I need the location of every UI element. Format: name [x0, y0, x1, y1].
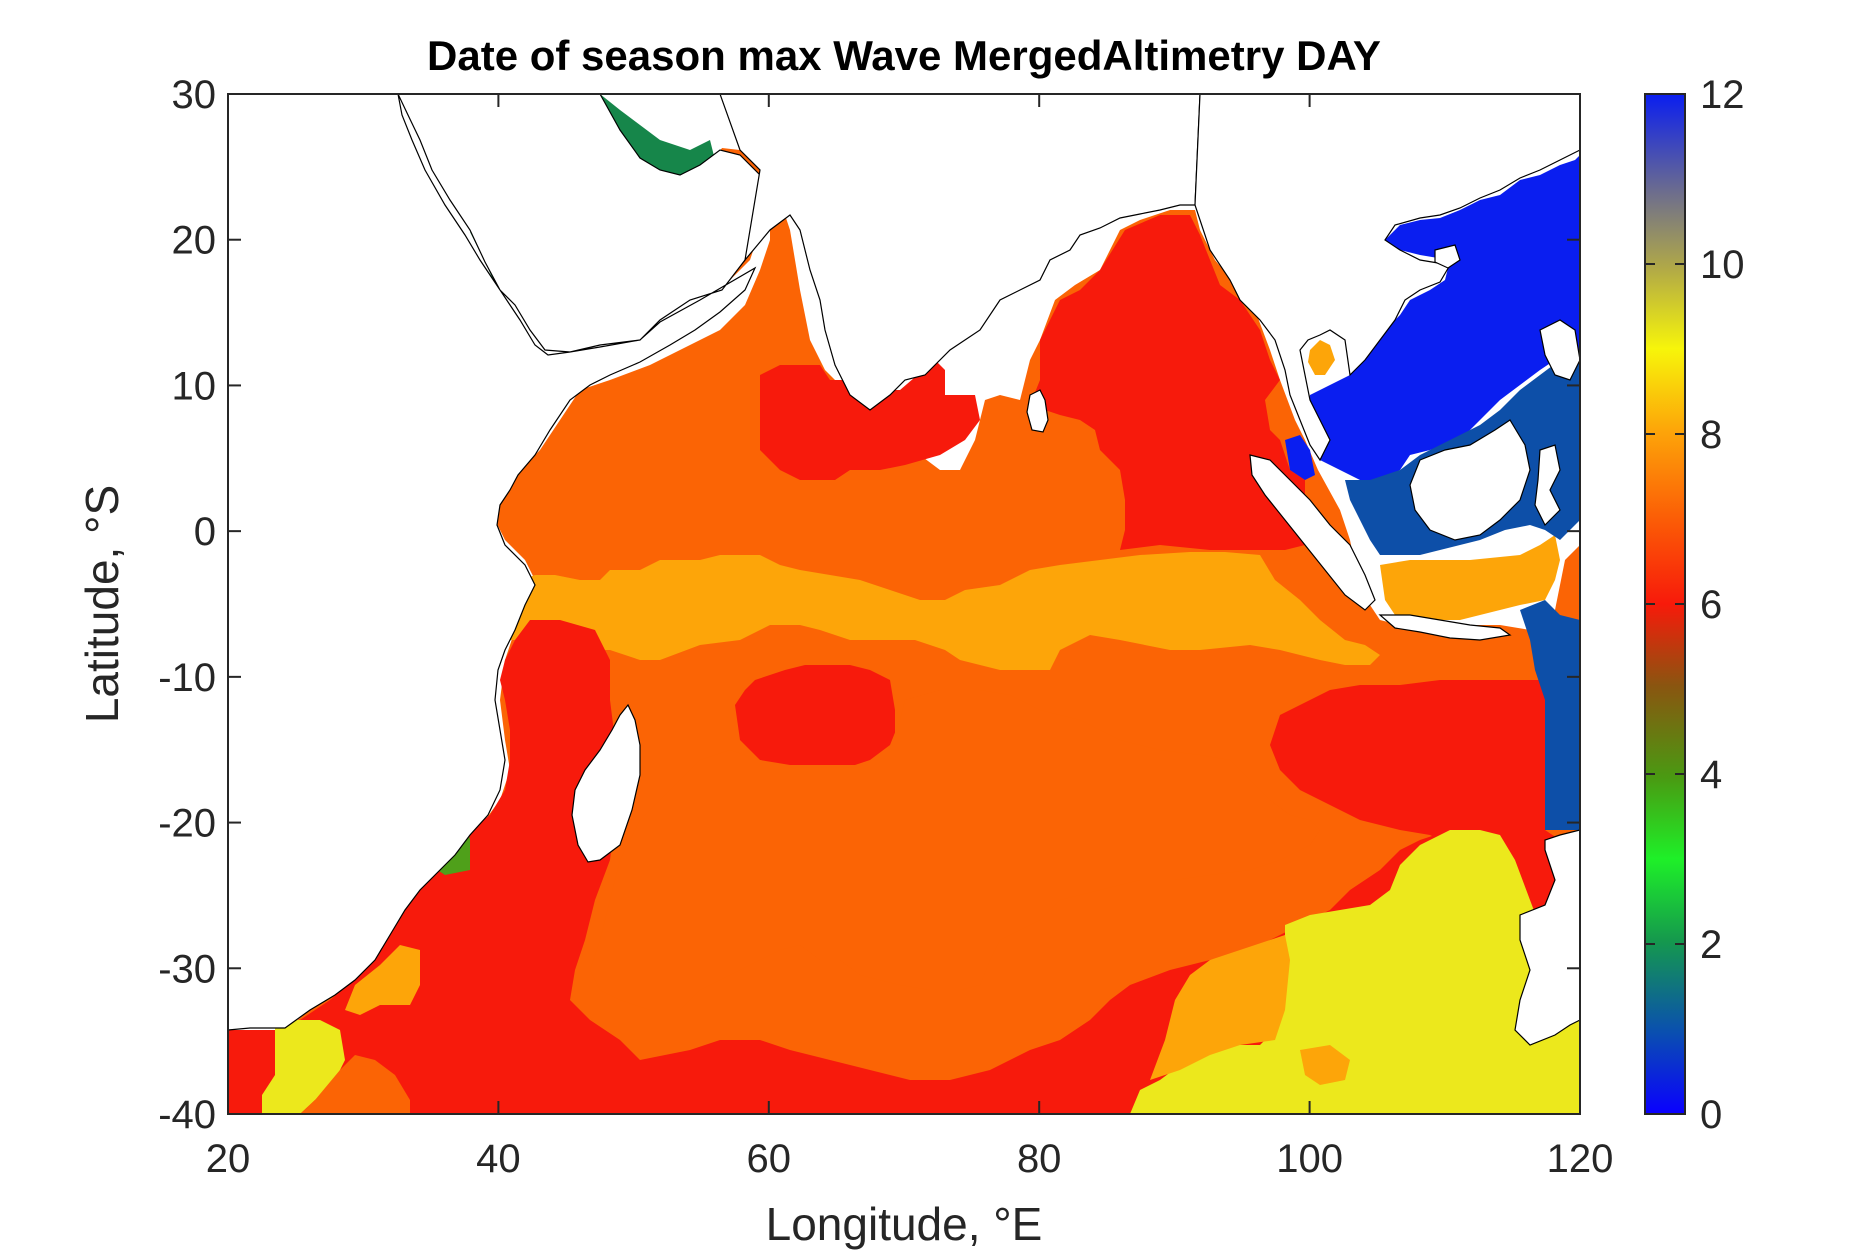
land-sumatra	[1249, 454, 1376, 611]
region-arabian-sea-red	[760, 360, 980, 480]
colorbar-tick-label: 0	[1700, 1093, 1722, 1137]
land-india	[719, 94, 1201, 411]
region-persian-gulf	[600, 94, 715, 175]
land-madagascar	[571, 703, 641, 863]
y-tick-label: 10	[172, 364, 217, 408]
y-tick-label: -40	[158, 1093, 216, 1137]
colorbar-tick-label: 6	[1700, 583, 1722, 627]
y-axis-label: Latitude, °S	[76, 485, 128, 723]
region-wa-yellow	[1130, 830, 1580, 1114]
land-sri-lanka	[1026, 389, 1049, 433]
land-africa-arabia	[228, 94, 771, 1031]
colorbar-tick-label: 8	[1700, 413, 1722, 457]
colorbar: 12 10 8 6 4 2 0	[1644, 73, 1745, 1137]
y-tick-label: 0	[194, 510, 216, 554]
region-indonesia-east	[1520, 600, 1580, 830]
land-sulawesi	[1534, 444, 1561, 527]
land-borneo	[1409, 419, 1531, 541]
x-tick-label: 120	[1547, 1137, 1614, 1181]
region-sa-orange	[345, 945, 420, 1015]
y-tick-label: -30	[158, 947, 216, 991]
x-tick-label: 20	[206, 1137, 251, 1181]
land-australia	[1514, 829, 1580, 1046]
region-sw-orange	[1150, 935, 1290, 1080]
x-axis-label: Longitude, °E	[766, 1198, 1043, 1250]
x-tick-label: 40	[476, 1137, 521, 1181]
land-java	[1378, 614, 1512, 641]
x-tick-label: 60	[747, 1137, 792, 1181]
region-gulf-thailand	[1308, 340, 1335, 375]
y-tick-label: 20	[172, 219, 217, 263]
y-tick-label: 30	[172, 73, 217, 117]
region-east-red	[1270, 680, 1545, 850]
colorbar-tick-label: 10	[1700, 243, 1745, 287]
y-tick-label: -20	[158, 802, 216, 846]
region-equatorial-east	[1380, 535, 1560, 620]
y-tick-label: -10	[158, 656, 216, 700]
x-tick-label: 100	[1276, 1137, 1343, 1181]
land	[228, 94, 1580, 1046]
chart-title: Date of season max Wave MergedAltimetry …	[427, 32, 1381, 79]
region-central-red	[735, 665, 895, 765]
colorbar-tick-label: 2	[1700, 923, 1722, 967]
region-malacca	[1285, 435, 1315, 480]
map-regions	[228, 94, 1580, 1114]
land-se-asia	[1194, 94, 1580, 462]
region-south-china-sea	[1305, 155, 1580, 480]
land-hainan	[1434, 244, 1461, 269]
colorbar-tick-label: 4	[1700, 753, 1722, 797]
region-south-central-orange	[590, 690, 1320, 1010]
land-philippines	[1539, 319, 1580, 381]
region-sa-orange2	[300, 1055, 410, 1114]
region-equatorial-band	[495, 552, 1380, 670]
colorbar-ticks: 12 10 8 6 4 2 0	[1645, 73, 1745, 1137]
region-sw-small-orange	[1300, 1045, 1350, 1085]
plot-frame	[227, 93, 1581, 1115]
region-bay-of-bengal	[1030, 215, 1305, 550]
x-tick-label: 80	[1017, 1137, 1062, 1181]
colorbar-tick-label: 12	[1700, 73, 1745, 117]
